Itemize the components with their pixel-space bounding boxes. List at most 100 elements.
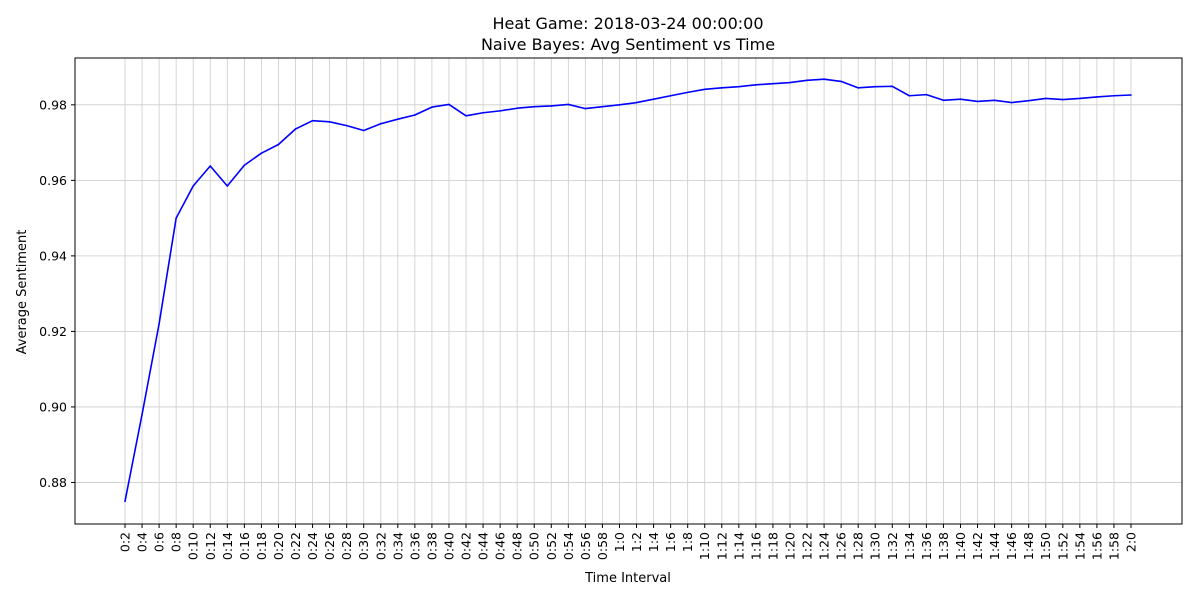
- data-point: [192, 185, 195, 187]
- x-tick-label: 0:4: [135, 532, 150, 552]
- data-point: [1096, 96, 1098, 98]
- data-point: [294, 128, 297, 130]
- x-tick-label: 0:52: [544, 532, 559, 560]
- data-point: [686, 91, 689, 94]
- y-tick-label: 0.98: [39, 97, 67, 112]
- x-tick-label: 0:22: [288, 532, 303, 560]
- data-point: [379, 122, 382, 125]
- data-point: [1061, 98, 1064, 101]
- data-point: [1044, 97, 1047, 100]
- chart-title: Heat Game: 2018-03-24 00:00:00: [492, 14, 763, 33]
- data-point: [362, 129, 365, 132]
- data-point: [738, 85, 740, 88]
- data-point: [158, 323, 160, 325]
- x-tick-label: 1:30: [868, 532, 883, 560]
- x-tick-label: 1:58: [1106, 532, 1121, 560]
- y-axis-label: Average Sentiment: [15, 230, 30, 355]
- y-tick-label: 0.92: [39, 324, 67, 339]
- data-point: [328, 121, 331, 123]
- data-point: [959, 98, 962, 100]
- data-point: [175, 217, 177, 219]
- x-tick-label: 0:2: [118, 532, 133, 552]
- data-point: [891, 85, 894, 88]
- x-tick-label: 1:34: [902, 532, 917, 560]
- data-point: [874, 85, 877, 88]
- x-tick-label: 1:52: [1055, 532, 1070, 560]
- data-point: [993, 99, 996, 102]
- x-tick-label: 0:18: [254, 532, 269, 560]
- x-tick-label: 1:14: [731, 532, 746, 560]
- chart-subtitle: Naive Bayes: Avg Sentiment vs Time: [481, 35, 775, 54]
- data-point: [448, 103, 450, 106]
- data-point: [277, 143, 280, 146]
- data-point: [823, 78, 825, 80]
- x-tick-label: 0:28: [339, 532, 354, 560]
- x-tick-label: 1:28: [851, 532, 866, 560]
- axes: [74, 57, 1183, 525]
- y-tick-label: 0.88: [39, 475, 67, 490]
- x-tick-label: 0:34: [390, 532, 405, 560]
- x-tick-label: 1:20: [782, 532, 797, 560]
- x-tick-label: 1:26: [834, 532, 849, 560]
- y-axis-ticks: 0.88 0.90 0.92 0.94 0.96 0.98: [39, 97, 75, 490]
- x-tick-label: 1:40: [953, 532, 968, 560]
- x-tick-label: 0:26: [322, 532, 337, 560]
- data-point: [516, 107, 518, 110]
- x-tick-label: 1:36: [919, 532, 934, 560]
- data-point: [789, 81, 791, 84]
- data-point: [772, 82, 774, 85]
- x-tick-label: 1:50: [1038, 532, 1053, 560]
- data-point: [618, 104, 621, 106]
- x-tick-label: 0:10: [186, 532, 201, 560]
- plot-frame: [74, 57, 1183, 525]
- x-tick-label: 0:44: [476, 532, 491, 560]
- data-point: [908, 94, 911, 97]
- data-point: [499, 110, 501, 112]
- data-point: [1027, 99, 1030, 102]
- x-tick-label: 0:42: [459, 532, 474, 560]
- data-point: [397, 118, 399, 120]
- x-tick-label: 0:58: [595, 532, 610, 560]
- data-point: [840, 80, 842, 83]
- data-point: [567, 103, 570, 106]
- x-tick-label: 0:36: [407, 532, 422, 560]
- x-tick-label: 2:0: [1124, 532, 1139, 552]
- x-tick-label: 1:32: [885, 532, 900, 560]
- x-tick-label: 0:38: [424, 532, 439, 560]
- data-point: [345, 124, 348, 127]
- grid: [75, 58, 1182, 524]
- data-point: [226, 185, 229, 187]
- data-point: [141, 413, 143, 416]
- x-tick-label: 0:46: [493, 532, 508, 560]
- data-point: [806, 79, 808, 82]
- data-point: [124, 500, 126, 503]
- data-point: [260, 152, 263, 154]
- data-point: [533, 105, 536, 108]
- data-point: [720, 87, 723, 89]
- data-point: [857, 87, 859, 89]
- data-point: [1010, 101, 1013, 104]
- data-point: [431, 106, 433, 108]
- x-tick-label: 1:38: [936, 532, 951, 560]
- x-tick-label: 1:24: [817, 532, 832, 560]
- x-tick-label: 1:48: [1021, 532, 1036, 560]
- x-tick-label: 1:2: [629, 532, 644, 552]
- x-tick-label: 1:54: [1072, 532, 1087, 560]
- data-point: [635, 101, 638, 104]
- x-tick-label: 0:12: [203, 532, 218, 560]
- data-point: [584, 107, 587, 110]
- data-point: [652, 98, 655, 100]
- data-point: [209, 165, 212, 167]
- x-tick-label: 1:42: [970, 532, 985, 560]
- x-axis-label: Time Interval: [584, 571, 671, 586]
- x-tick-label: 0:32: [373, 532, 388, 560]
- data-point: [703, 88, 706, 91]
- data-point: [925, 93, 928, 96]
- x-tick-label: 0:50: [527, 532, 542, 560]
- x-tick-label: 1:16: [748, 532, 763, 560]
- x-axis-ticks: 0:2 0:4 0:6 0:8 0:10 0:12 0:14 0:16 0:18 0:20 0:22…: [118, 524, 1139, 560]
- data-point: [1113, 94, 1115, 97]
- x-tick-label: 1:46: [1004, 532, 1019, 560]
- data-point: [243, 164, 246, 167]
